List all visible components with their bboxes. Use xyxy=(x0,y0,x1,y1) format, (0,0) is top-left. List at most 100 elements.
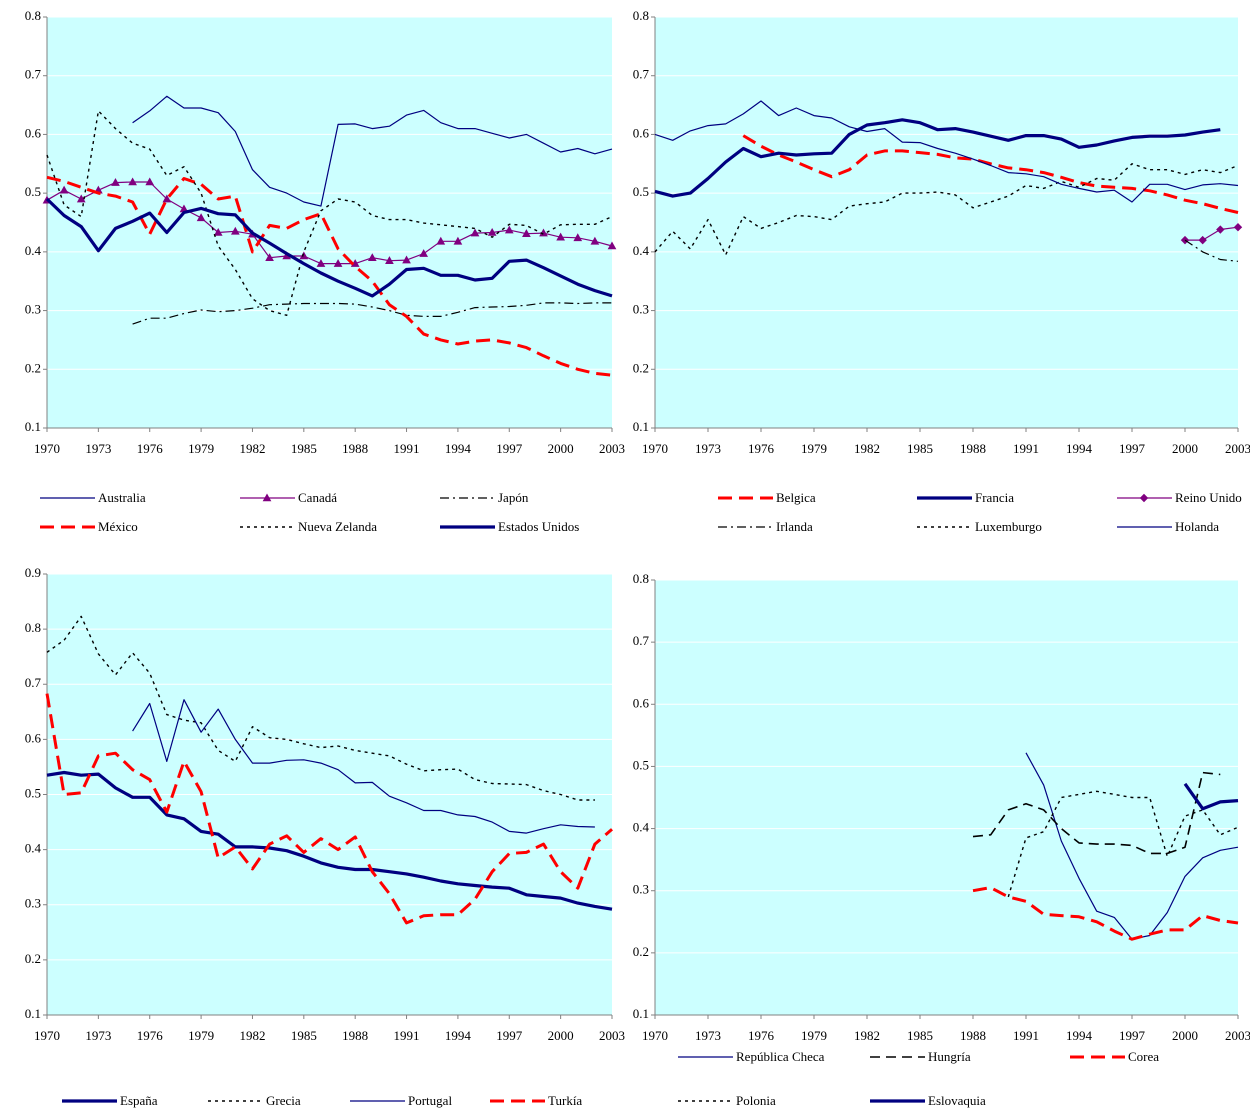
y-tick-label: 0.6 xyxy=(25,125,42,140)
legend-label: Nueva Zelanda xyxy=(298,519,377,534)
x-tick-label: 1997 xyxy=(496,441,523,456)
y-tick-label: 0.9 xyxy=(25,565,41,580)
marker xyxy=(162,194,172,203)
y-tick-label: 0.1 xyxy=(633,419,649,434)
marker xyxy=(265,253,274,262)
y-tick-label: 0.1 xyxy=(25,419,41,434)
x-tick-label: 1982 xyxy=(239,441,265,456)
legend-label: Belgica xyxy=(776,490,816,505)
plot-area xyxy=(655,17,1238,428)
marker xyxy=(453,236,463,245)
series-line xyxy=(654,100,1239,203)
x-tick-label: 1982 xyxy=(854,1028,880,1043)
legend-label: Turkía xyxy=(548,1093,582,1108)
marker xyxy=(590,236,600,245)
marker xyxy=(419,249,429,257)
x-tick-label: 2003 xyxy=(599,1028,625,1043)
x-tick-label: 1976 xyxy=(748,441,775,456)
legend-label: Polonia xyxy=(736,1093,776,1108)
plot-area xyxy=(47,17,612,428)
x-tick-label: 1985 xyxy=(291,441,317,456)
y-tick-label: 0.7 xyxy=(25,67,42,82)
legend-label: Corea xyxy=(1128,1049,1159,1064)
x-tick-label: 1970 xyxy=(34,441,60,456)
x-tick-label: 1979 xyxy=(188,441,214,456)
y-tick-label: 0.2 xyxy=(25,951,41,966)
legend-label: Hungría xyxy=(928,1049,971,1064)
x-tick-label: 1988 xyxy=(960,441,986,456)
x-tick-label: 2003 xyxy=(599,441,625,456)
series-line xyxy=(46,615,595,801)
x-tick-label: 1976 xyxy=(137,1028,164,1043)
marker xyxy=(1233,222,1243,232)
x-tick-label: 1994 xyxy=(1066,1028,1093,1043)
series-line xyxy=(1007,790,1239,898)
y-tick-label: 0.6 xyxy=(633,695,650,710)
x-tick-label: 1982 xyxy=(854,441,880,456)
x-tick-label: 1997 xyxy=(496,1028,523,1043)
legend-label: Portugal xyxy=(408,1093,452,1108)
marker xyxy=(316,259,326,267)
x-tick-label: 1991 xyxy=(1013,441,1039,456)
series-line xyxy=(972,886,1239,941)
y-tick-label: 0.2 xyxy=(25,360,41,375)
legend-label: Irlanda xyxy=(776,519,813,534)
series-line xyxy=(46,770,613,911)
y-tick-label: 0.1 xyxy=(25,1006,41,1021)
series-line xyxy=(654,118,1221,198)
marker xyxy=(573,233,583,242)
x-tick-label: 1973 xyxy=(695,1028,721,1043)
marker xyxy=(1139,493,1149,503)
legend-label: Australia xyxy=(98,490,146,505)
legend-label: Estados Unidos xyxy=(498,519,579,534)
marker xyxy=(522,229,531,237)
y-tick-label: 0.5 xyxy=(25,785,41,800)
y-tick-label: 0.4 xyxy=(633,820,650,835)
y-tick-label: 0.4 xyxy=(25,841,42,856)
marker xyxy=(145,177,155,186)
x-tick-label: 1976 xyxy=(748,1028,775,1043)
x-tick-label: 2003 xyxy=(1225,441,1250,456)
series-line xyxy=(1185,226,1239,241)
series-line xyxy=(45,693,613,925)
y-tick-label: 0.3 xyxy=(633,882,649,897)
series-line xyxy=(132,699,595,834)
y-tick-label: 0.6 xyxy=(633,125,650,140)
legend-label: Luxemburgo xyxy=(975,519,1042,534)
x-tick-label: 2000 xyxy=(1172,1028,1198,1043)
legend-label: Francia xyxy=(975,490,1014,505)
series-line xyxy=(46,181,613,265)
y-tick-label: 0.5 xyxy=(633,184,649,199)
x-tick-label: 2003 xyxy=(1225,1028,1250,1043)
series-line xyxy=(132,95,613,207)
marker xyxy=(213,227,223,236)
y-tick-label: 0.8 xyxy=(25,8,41,23)
marker xyxy=(385,256,394,264)
marker xyxy=(59,185,69,194)
y-tick-label: 0.8 xyxy=(25,620,41,635)
marker xyxy=(487,227,497,236)
x-tick-label: 1988 xyxy=(960,1028,986,1043)
x-tick-label: 1997 xyxy=(1119,441,1146,456)
x-tick-label: 1970 xyxy=(642,441,668,456)
x-tick-label: 2000 xyxy=(548,441,574,456)
marker xyxy=(128,177,137,186)
marker xyxy=(1216,225,1225,234)
x-tick-label: 1991 xyxy=(394,1028,420,1043)
legend-label: República Checa xyxy=(736,1049,825,1064)
marker xyxy=(556,232,565,241)
y-tick-label: 0.7 xyxy=(633,633,650,648)
x-tick-label: 2000 xyxy=(548,1028,574,1043)
y-tick-label: 0.3 xyxy=(25,302,41,317)
x-tick-label: 1994 xyxy=(445,441,472,456)
x-tick-label: 1985 xyxy=(291,1028,317,1043)
x-tick-label: 1970 xyxy=(34,1028,60,1043)
y-tick-label: 0.4 xyxy=(633,243,650,258)
x-tick-label: 1988 xyxy=(342,1028,368,1043)
y-tick-label: 0.7 xyxy=(633,67,650,82)
x-tick-label: 1985 xyxy=(907,1028,933,1043)
marker xyxy=(402,255,411,264)
series-line xyxy=(742,134,1239,214)
